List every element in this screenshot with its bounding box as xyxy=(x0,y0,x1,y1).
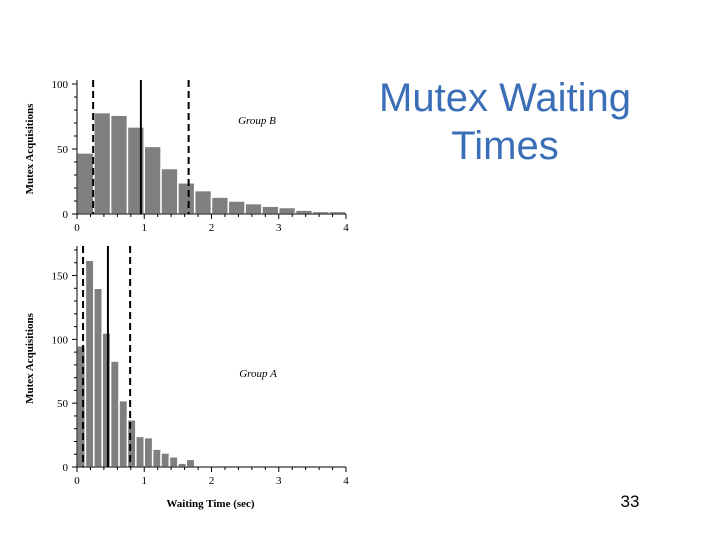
panel-2-bar xyxy=(101,332,112,468)
panel-2-x-tick-label: 1 xyxy=(142,475,148,487)
panel-1-y-tick-label: 50 xyxy=(57,144,69,156)
panel-1-bar xyxy=(244,202,263,215)
panel-1-y-axis-title: Mutex Acquisitions xyxy=(24,103,36,194)
panel-1-bar xyxy=(193,189,213,215)
panel-2-bar xyxy=(109,360,120,468)
panel-1-group-label: Group B xyxy=(238,115,276,127)
panel-2-y-tick-label: 50 xyxy=(57,398,69,410)
panel-2-bar xyxy=(160,452,171,468)
panel-2-bar xyxy=(118,399,129,468)
panel-2-bar xyxy=(135,435,145,468)
panel-1-bar xyxy=(294,209,314,215)
panel-1-y-tick-label: 0 xyxy=(63,209,69,221)
panel-2-bar xyxy=(168,456,179,468)
panel-2-group-label: Group A xyxy=(239,368,277,380)
slide-title: Mutex Waiting Times xyxy=(379,76,631,168)
panel-2-y-axis-title: Mutex Acquisitions xyxy=(24,312,36,403)
panel-2-bar xyxy=(126,419,137,468)
panel-2-y-tick-label: 0 xyxy=(63,462,69,474)
panel-1-x-tick-label: 3 xyxy=(276,222,282,234)
panel-2-bar xyxy=(177,462,188,468)
panel-2-bar xyxy=(143,436,154,468)
panel-2-bar xyxy=(151,448,162,468)
panel-1-x-tick-label: 1 xyxy=(142,222,148,234)
panel-2-bar xyxy=(185,458,196,468)
panel-2-x-axis-title: Waiting Time (sec) xyxy=(166,498,255,510)
panel-2-bar xyxy=(93,287,103,468)
panel-1-bar xyxy=(278,206,297,215)
panel-1-bar xyxy=(261,205,280,215)
panel-2-x-tick-label: 2 xyxy=(209,475,215,487)
panel-1-bar xyxy=(109,114,129,215)
panel-2-x-tick-label: 4 xyxy=(343,475,349,487)
slide-number: 33 xyxy=(620,492,640,511)
panel-1-x-tick-label: 2 xyxy=(209,222,215,234)
panel-2-y-tick-label: 150 xyxy=(52,271,69,283)
panel-1-bar xyxy=(177,182,196,215)
panel-1-bar xyxy=(210,196,230,215)
panel-2-bar xyxy=(84,259,95,468)
panel-1-x-tick-label: 0 xyxy=(74,222,80,234)
panel-1-bar xyxy=(93,111,112,215)
panel-2-x-tick-label: 3 xyxy=(276,475,282,487)
panel-2-y-tick-label: 100 xyxy=(52,334,69,346)
panel-1-x-tick-label: 4 xyxy=(343,222,349,234)
panel-2-bar xyxy=(76,344,87,468)
panel-2-x-tick-label: 0 xyxy=(74,475,80,487)
panel-1-bar xyxy=(143,145,162,215)
panel-1-bar xyxy=(76,152,95,215)
panel-1-y-tick-label: 100 xyxy=(52,79,69,91)
panel-1-bar xyxy=(227,200,246,215)
panel-1-bar xyxy=(160,167,179,215)
